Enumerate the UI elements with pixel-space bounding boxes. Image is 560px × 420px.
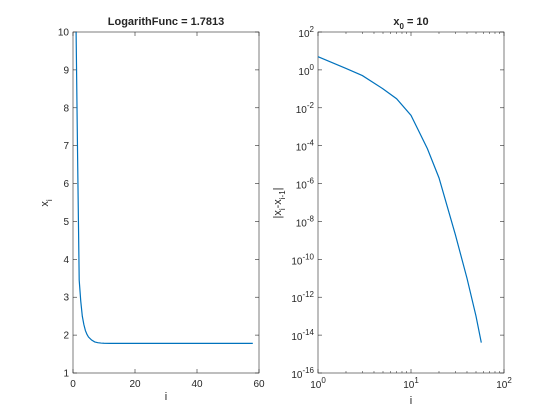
right-x-tick-exp: 2	[507, 376, 512, 385]
left-x-tick-label: 20	[129, 379, 141, 390]
right-y-tick-base: 10	[298, 67, 310, 78]
right-title-rest: = 10	[404, 16, 429, 28]
right-y-label-b-sub: i-1	[278, 190, 287, 199]
right-y-tick-label: 10-8	[296, 214, 315, 229]
left-y-axis-label: xi	[39, 199, 54, 207]
right-y-tick-base: 10	[296, 181, 308, 192]
right-y-tick-base: 10	[296, 143, 308, 154]
left-y-tick-label: 5	[63, 217, 69, 228]
right-y-tick-base: 10	[291, 332, 303, 343]
right-y-tick-base: 10	[291, 294, 303, 305]
right-y-tick-label: 100	[298, 63, 314, 78]
right-y-tick-base: 10	[291, 370, 303, 381]
right-x-tick-base: 10	[496, 380, 508, 391]
right-y-tick-label: 10-12	[291, 290, 314, 305]
left-plot-area	[72, 31, 260, 374]
right-y-tick-exp: -10	[302, 252, 314, 261]
right-y-tick-label: 10-14	[291, 328, 314, 343]
right-y-tick-exp: -14	[302, 328, 314, 337]
right-y-tick-exp: -2	[307, 101, 315, 110]
left-ticks: 0 20 40 60 1 2 3 4 5 6 7 8 9 10	[58, 28, 265, 391]
left-y-tick-label: 10	[58, 28, 70, 39]
left-y-label-base: x	[39, 201, 51, 207]
left-subplot: 0 20 40 60 1 2 3 4 5 6 7 8 9 10 LogarithFunc = 1.7813…	[39, 16, 265, 403]
left-y-tick-label: 1	[63, 369, 69, 380]
left-y-label-sub: i	[45, 199, 54, 201]
right-subplot: 100 101 10210210010-210-410-610-810-1010-1…	[272, 16, 512, 407]
right-x-tick-label: 100	[310, 376, 326, 391]
right-y-tick-label: 10-6	[296, 177, 315, 192]
left-plot-title: LogarithFunc = 1.7813	[108, 16, 224, 28]
left-y-tick-label: 8	[63, 103, 69, 114]
right-series-line	[317, 56, 482, 343]
right-x-tick-label: 101	[403, 376, 419, 391]
right-y-tick-label: 10-16	[291, 366, 314, 381]
right-title-base: x	[393, 16, 400, 28]
right-y-label-c: |	[272, 187, 284, 190]
right-plot-area	[317, 31, 505, 374]
right-y-label-a-sub: i	[278, 208, 287, 210]
left-x-tick-label: 0	[70, 379, 76, 390]
right-x-tick-label: 102	[496, 376, 512, 391]
left-x-axis-label: i	[165, 391, 167, 403]
right-y-label-b: -x	[272, 199, 284, 209]
left-x-tick-label: 40	[191, 379, 203, 390]
right-plot-title: x0 = 10	[393, 16, 428, 31]
right-y-tick-label: 10-2	[296, 101, 315, 116]
right-y-tick-exp: -4	[307, 139, 315, 148]
right-x-tick-base: 10	[310, 380, 322, 391]
right-y-tick-label: 10-4	[296, 139, 315, 154]
right-y-tick-label: 102	[298, 25, 314, 40]
left-x-tick-label: 60	[253, 379, 265, 390]
left-y-tick-label: 6	[63, 179, 69, 190]
right-y-tick-label: 10-10	[291, 252, 314, 267]
right-y-tick-base: 10	[296, 218, 308, 229]
right-y-tick-exp: -16	[302, 366, 314, 375]
right-x-tick-exp: 0	[321, 376, 326, 385]
right-y-tick-base: 10	[298, 29, 310, 40]
right-title-sub: 0	[399, 22, 404, 31]
right-y-tick-base: 10	[291, 256, 303, 267]
right-x-axis-label: i	[410, 395, 412, 407]
right-y-tick-exp: -12	[302, 290, 314, 299]
right-series-group	[317, 56, 482, 343]
right-y-tick-exp: 0	[310, 63, 315, 72]
right-y-axis-label: |xi-xi-1|	[272, 187, 287, 218]
right-y-tick-exp: -6	[307, 177, 315, 186]
left-y-tick-label: 3	[63, 293, 69, 304]
left-y-tick-label: 4	[63, 255, 69, 266]
left-y-tick-label: 9	[63, 65, 69, 76]
left-y-tick-label: 2	[63, 331, 69, 342]
right-y-tick-base: 10	[296, 105, 308, 116]
left-series-group	[75, 31, 253, 344]
right-x-tick-exp: 1	[414, 376, 419, 385]
left-y-tick-label: 7	[63, 141, 69, 152]
right-x-tick-base: 10	[403, 380, 415, 391]
left-series-line	[75, 31, 253, 344]
right-ticks: 100 101 10210210010-210-410-610-810-1010-1…	[291, 25, 512, 391]
right-y-tick-exp: -8	[307, 214, 315, 223]
right-y-tick-exp: 2	[310, 25, 315, 34]
right-y-label-a: |x	[272, 210, 284, 219]
